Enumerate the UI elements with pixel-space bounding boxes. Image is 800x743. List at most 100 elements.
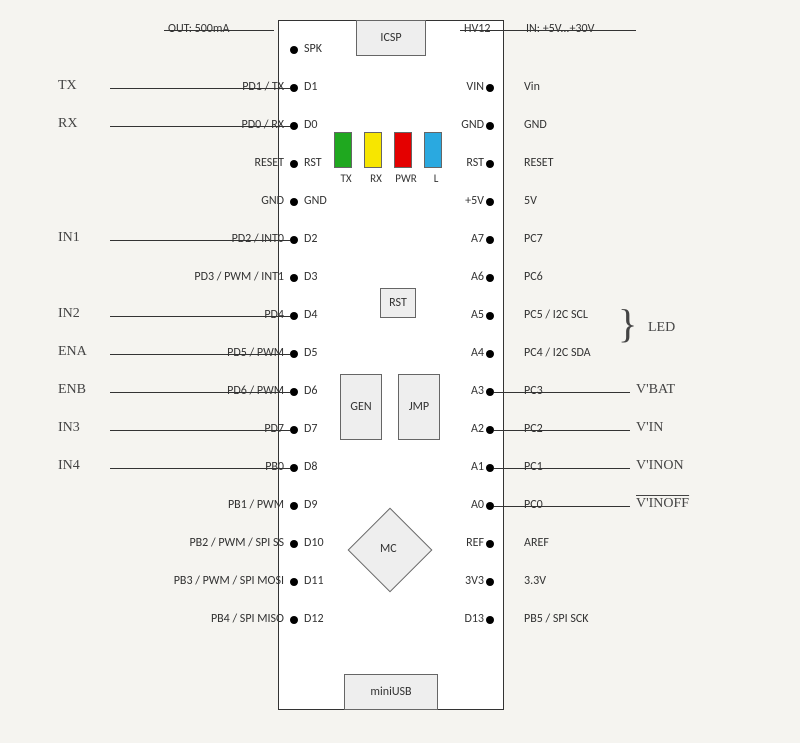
left-pin-label-1: D1 <box>304 80 342 94</box>
right-func-label-12: PC0 <box>524 498 648 512</box>
left-pin-dot-11 <box>290 464 298 472</box>
right-handnote-12: V'INOFF <box>636 496 689 512</box>
right-pin-label-1: VIN <box>446 80 484 94</box>
left-pin-dot-9 <box>290 388 298 396</box>
strike-right <box>460 30 636 31</box>
right-pin-label-3: RST <box>446 156 484 170</box>
right-pin-dot-3 <box>486 160 494 168</box>
right-func-label-13: AREF <box>524 536 648 550</box>
left-func-label-10: PD7 <box>160 422 284 436</box>
left-pin-dot-5 <box>290 236 298 244</box>
right-pin-dot-10 <box>486 426 494 434</box>
right-pin-dot-9 <box>486 388 494 396</box>
left-func-label-3: RESET <box>160 156 284 170</box>
right-wire-9 <box>494 392 630 393</box>
left-wire-10 <box>110 430 290 431</box>
right-pin-dot-15 <box>486 616 494 624</box>
right-pin-label-15: D13 <box>446 612 484 626</box>
left-pin-label-4: GND <box>304 194 342 208</box>
left-func-label-13: PB2 / PWM / SPI SS <box>160 536 284 550</box>
left-func-label-6: PD3 / PWM / INT1 <box>160 270 284 284</box>
right-func-label-6: PC6 <box>524 270 648 284</box>
right-func-label-14: 3.3V <box>524 574 648 588</box>
right-func-label-2: GND <box>524 118 648 132</box>
right-pin-label-14: 3V3 <box>446 574 484 588</box>
right-pin-dot-8 <box>486 350 494 358</box>
left-pin-label-14: D11 <box>304 574 342 588</box>
right-pin-dot-1 <box>486 84 494 92</box>
left-pin-dot-6 <box>290 274 298 282</box>
led-label-tx: TX <box>332 172 360 185</box>
led-label-rx: RX <box>362 172 390 185</box>
left-wire-2 <box>110 126 290 127</box>
right-pin-label-6: A6 <box>446 270 484 284</box>
right-pin-label-2: GND <box>446 118 484 132</box>
left-pin-dot-8 <box>290 350 298 358</box>
left-pin-dot-10 <box>290 426 298 434</box>
mc-chip-label: MC <box>380 542 397 556</box>
left-pin-dot-0 <box>290 46 298 54</box>
left-handnote-8: ENA <box>58 344 87 360</box>
left-pin-dot-15 <box>290 616 298 624</box>
left-func-label-11: PB0 <box>160 460 284 474</box>
right-pin-label-11: A1 <box>446 460 484 474</box>
left-handnote-9: ENB <box>58 382 86 398</box>
left-pin-dot-3 <box>290 160 298 168</box>
right-handnote-10: V'IN <box>636 420 663 436</box>
right-pin-dot-13 <box>486 540 494 548</box>
left-func-label-4: GND <box>160 194 284 208</box>
right-func-label-11: PC1 <box>524 460 648 474</box>
left-pin-label-0: SPK <box>304 42 342 56</box>
right-pin-label-5: A7 <box>446 232 484 246</box>
header-out-label: OUT: 500mA <box>168 22 229 36</box>
left-handnote-11: IN4 <box>58 458 80 474</box>
led-l <box>424 132 442 168</box>
left-pin-label-15: D12 <box>304 612 342 626</box>
right-pin-label-9: A3 <box>446 384 484 398</box>
brace-led-label: LED <box>648 320 675 336</box>
left-wire-7 <box>110 316 290 317</box>
right-func-label-9: PC3 <box>524 384 648 398</box>
right-pin-dot-14 <box>486 578 494 586</box>
left-pin-label-10: D7 <box>304 422 342 436</box>
left-pin-label-3: RST <box>304 156 342 170</box>
left-pin-label-11: D8 <box>304 460 342 474</box>
right-func-label-8: PC4 / I2C SDA <box>524 346 648 360</box>
left-handnote-5: IN1 <box>58 230 80 246</box>
header-in-label: IN: +5V...+30V <box>526 22 594 36</box>
left-pin-label-7: D4 <box>304 308 342 322</box>
left-pin-label-13: D10 <box>304 536 342 550</box>
gen-chip: GEN <box>340 374 382 440</box>
left-pin-dot-13 <box>290 540 298 548</box>
left-pin-dot-7 <box>290 312 298 320</box>
left-pin-label-9: D6 <box>304 384 342 398</box>
right-func-label-10: PC2 <box>524 422 648 436</box>
left-pin-dot-2 <box>290 122 298 130</box>
right-pin-dot-11 <box>486 464 494 472</box>
brace-icon: } <box>618 300 637 347</box>
right-pin-label-12: A0 <box>446 498 484 512</box>
right-wire-12 <box>494 506 630 507</box>
right-pin-dot-7 <box>486 312 494 320</box>
miniusb-port: miniUSB <box>344 674 438 710</box>
right-pin-label-13: REF <box>446 536 484 550</box>
left-func-label-12: PB1 / PWM <box>160 498 284 512</box>
left-pin-label-5: D2 <box>304 232 342 246</box>
right-handnote-9: V'BAT <box>636 382 675 398</box>
left-func-label-5: PD2 / INT0 <box>160 232 284 246</box>
right-handnote-11: V'INON <box>636 458 684 474</box>
led-pwr <box>394 132 412 168</box>
left-wire-8 <box>110 354 290 355</box>
left-handnote-7: IN2 <box>58 306 80 322</box>
right-pin-label-10: A2 <box>446 422 484 436</box>
left-pin-label-2: D0 <box>304 118 342 132</box>
led-label-l: L <box>422 172 450 185</box>
left-func-label-8: PD5 / PWM <box>160 346 284 360</box>
icsp-header: ICSP <box>356 20 426 56</box>
left-func-label-7: PD4 <box>160 308 284 322</box>
left-func-label-9: PD6 / PWM <box>160 384 284 398</box>
right-func-label-15: PB5 / SPI SCK <box>524 612 648 626</box>
left-pin-dot-4 <box>290 198 298 206</box>
right-pin-dot-5 <box>486 236 494 244</box>
left-func-label-2: PD0 / RX <box>160 118 284 132</box>
